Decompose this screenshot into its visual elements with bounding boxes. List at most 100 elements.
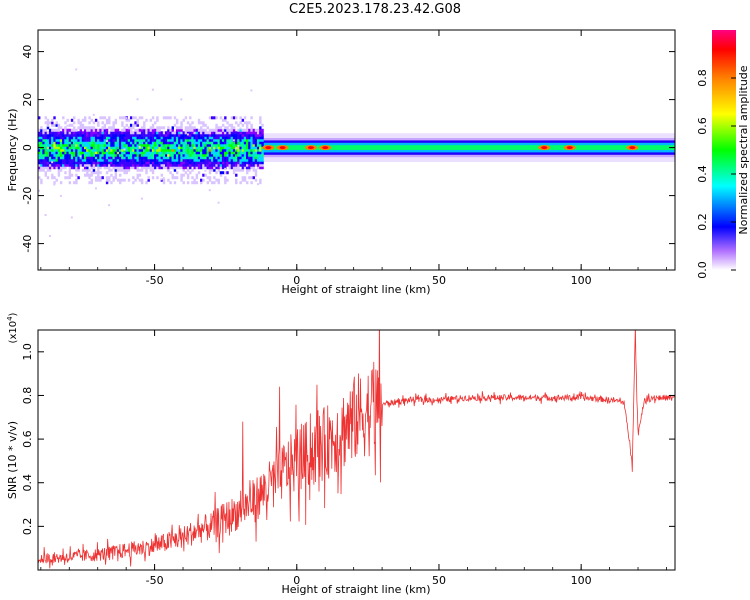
spectrogram-cell [101,146,104,150]
spectrogram-cell [94,118,98,122]
spectrogram-cell [261,148,264,152]
spectrogram-cell [237,123,240,127]
spectrogram-cell [73,136,76,140]
spectrogram-cell [184,141,188,145]
spectrogram-cell [46,118,50,122]
spectrogram-cell [134,148,137,152]
spectrogram-cell [232,128,236,132]
spectrogram-cell [250,163,253,167]
spectrogram-cell [246,151,249,155]
spectrogram-cell [169,163,172,167]
spectrogram-cell [66,176,69,180]
spectrogram-cell [158,136,161,140]
spectrogram-cell [156,151,159,155]
spectrogram-cell [51,156,54,160]
spectrogram-cell [140,181,144,185]
spectrogram-cell [215,141,218,145]
spectrogram-cell [81,158,85,162]
spectrogram-cell [112,151,115,155]
spectrogram-cell [197,141,201,145]
spectrogram-cell [261,128,264,132]
spectrogram-cell [42,153,45,157]
spectrogram-cell [101,161,104,165]
spectrogram-cell [105,118,109,122]
spectrogram-cell [254,141,258,145]
spectrogram-cell [73,163,76,167]
spectrogram-cell [191,138,194,142]
spectrogram-cell [77,168,80,172]
spectrogram-cell [213,168,216,172]
spectrogram-cell [228,138,231,142]
spectrogram-cell [256,153,260,157]
spectrogram-cell [101,158,104,162]
spectrogram-cell [110,133,113,137]
spectrogram-cell [103,161,107,165]
spectrogram-cell [94,146,98,150]
spectrogram-cell [88,126,91,130]
spectrogram-cell [237,151,240,155]
spectrogram-cell [208,176,212,180]
spectrogram-cell [200,163,203,167]
spectrogram-cell [213,131,216,135]
spectrogram-cell [197,128,201,132]
spectrogram-cell [86,166,89,170]
spectrogram-cell [143,153,146,157]
spectrogram-cell [62,153,65,157]
spectrogram-cell [213,136,216,140]
spectrogram-cell [44,136,47,140]
spectrogram-cell [162,151,166,155]
spectrogram-cell [193,146,196,150]
spectrogram-cell [81,141,85,145]
spectrogram-cell [204,133,207,137]
spectrogram-cell [197,158,201,162]
spectrogram-cell [189,158,192,162]
spectrogram-cell [134,116,137,120]
spectrogram-cell [154,131,157,135]
spectrogram-cell [88,161,91,165]
spectrogram-cell [232,158,236,162]
spectrogram-cell [156,166,159,170]
spectrogram-cell [151,131,155,135]
spectrogram-speckle [108,204,111,207]
spectrogram-cell [86,128,89,132]
spectrogram-cell [83,151,87,155]
spectrogram-cell [94,178,98,182]
spectrogram-cell [193,128,196,132]
spectrogram-cell [97,143,100,147]
spectrogram-cell [162,116,166,120]
spectrogram-cell [57,141,61,145]
spectrogram-cell [40,128,43,132]
spectrogram-cell [230,156,234,160]
spectrogram-cell [200,156,203,160]
spectrogram-cell [193,133,196,137]
colorbar-tick-label: 0.8 [696,69,709,87]
spectrogram-cell [189,136,192,140]
spectrogram-cell [143,158,146,162]
spectrogram-cell [129,163,133,167]
spectrogram-cell [254,151,258,155]
spectrogram-cell [112,131,115,135]
spectrogram-cell [62,138,65,142]
spectrogram-cell [173,176,177,180]
spectrogram-cell [64,166,67,170]
spectrogram-cell [210,161,214,165]
spectrogram-cell [162,146,166,150]
spectrogram-cell [119,133,122,137]
spectrogram-cell [38,143,41,147]
spectrogram-cell [173,156,177,160]
spectrogram-cell [92,146,96,150]
spectrogram-cell [140,158,144,162]
spectrogram-cell [206,148,210,152]
spectrogram-cell [182,138,185,142]
spectrogram-cell [112,121,115,125]
spectrogram-cell [86,141,89,145]
spectrogram-cell [147,178,150,182]
spectrogram-cell [224,118,227,122]
spectrogram-cell [217,153,220,157]
spectrogram-cell [51,176,54,180]
spectrogram-cell [195,128,199,132]
spectrogram-cell [145,158,148,162]
spectrogram-cell [154,143,157,147]
spectrogram-cell [189,148,192,152]
spectrogram-cell [136,133,139,137]
